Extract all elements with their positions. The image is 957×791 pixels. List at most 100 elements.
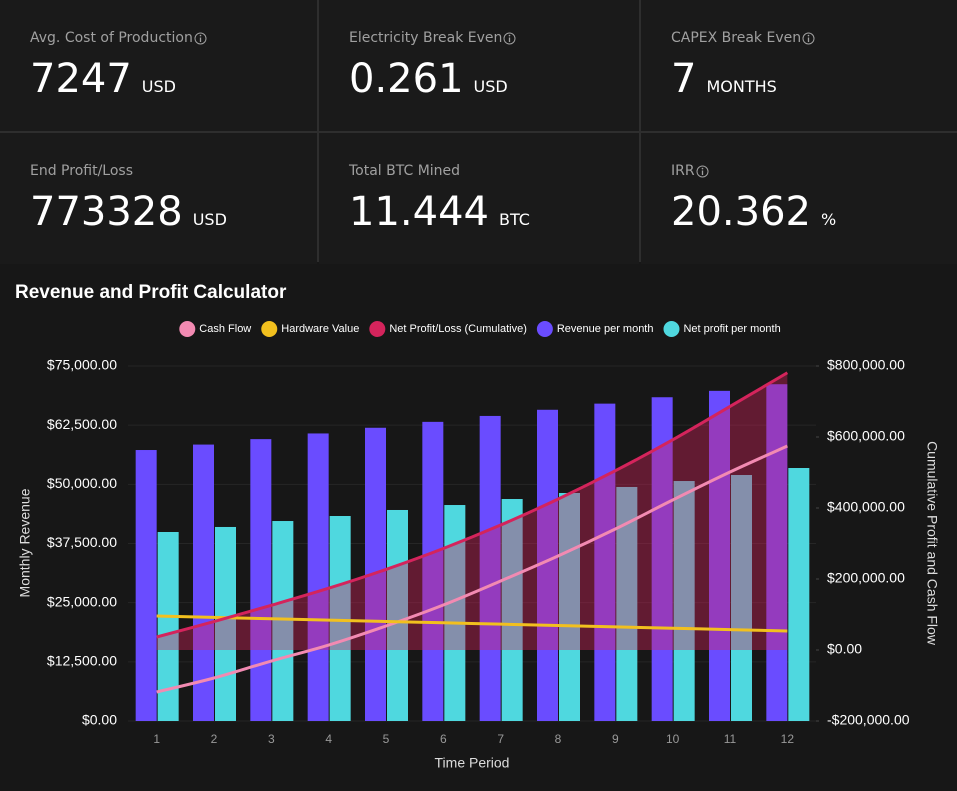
stat-card: End Profit/Loss 773328 USD	[0, 133, 317, 264]
line	[156, 614, 788, 633]
x-tick-label: 7	[497, 732, 504, 746]
stat-value: 7247 USD	[30, 56, 176, 102]
stat-unit: BTC	[498, 210, 530, 229]
x-tick-label: 12	[781, 732, 795, 746]
legend-swatch	[179, 321, 196, 337]
y2-tick-label: $600,000.00	[827, 428, 905, 444]
stat-label: IRR	[671, 163, 709, 179]
y-tick-label: $12,500.00	[47, 653, 117, 669]
stat-unit: MONTHS	[706, 77, 777, 96]
stat-label-text: IRR	[671, 163, 695, 179]
legend-swatch	[536, 321, 553, 337]
y2-tick-label: $0.00	[827, 641, 862, 657]
y-axis-title: Monthly Revenue	[17, 488, 33, 597]
x-tick-label: 4	[325, 732, 332, 746]
stat-value: 7 MONTHS	[671, 56, 777, 102]
stat-label-text: Total BTC Mined	[349, 163, 461, 179]
stat-unit: USD	[141, 77, 176, 96]
x-tick-label: 8	[555, 732, 562, 746]
legend: Cash Flow Hardware Value Net Profit/Loss (…	[179, 321, 781, 337]
stat-label: Electricity Break Even	[349, 30, 516, 46]
info-icon[interactable]	[503, 32, 516, 45]
stat-unit: %	[820, 210, 837, 229]
info-icon[interactable]	[802, 32, 815, 45]
stat-number: 7247	[30, 56, 132, 102]
stat-unit: USD	[192, 210, 227, 229]
stat-number: 773328	[30, 189, 183, 235]
line	[156, 371, 789, 639]
bar	[193, 444, 214, 721]
bar	[135, 450, 157, 721]
legend-label: Net profit per month	[683, 323, 780, 335]
bar	[731, 475, 752, 721]
y-tick-label: $0.00	[82, 712, 117, 728]
stat-card: Electricity Break Even 0.261 USD	[319, 0, 639, 131]
stat-label: End Profit/Loss	[30, 163, 133, 179]
stat-number: 20.362	[671, 189, 811, 235]
y-tick-label: $37,500.00	[47, 534, 117, 550]
stat-card: Total BTC Mined 11.444 BTC	[319, 133, 639, 264]
stat-label: CAPEX Break Even	[671, 30, 815, 46]
bar	[673, 481, 695, 721]
info-icon[interactable]	[696, 165, 709, 178]
x-tick-label: 10	[666, 732, 680, 746]
legend-swatch	[261, 321, 278, 337]
bar	[479, 415, 501, 721]
stat-label: Total BTC Mined	[349, 163, 460, 179]
line	[156, 444, 788, 694]
bar	[422, 421, 444, 721]
stat-value: 0.261 USD	[349, 56, 508, 102]
stat-label-text: Electricity Break Even	[349, 30, 503, 46]
bar	[788, 468, 810, 721]
x-tick-label: 5	[383, 732, 390, 746]
stat-card: IRR 20.362%	[641, 133, 957, 264]
stat-unit: USD	[473, 77, 508, 96]
bar	[444, 505, 466, 721]
y2-axis-title: Cumulative Profit and Cash Flow	[924, 441, 940, 646]
stat-label: Avg. Cost of Production	[30, 30, 207, 46]
stat-number: 0.261	[349, 56, 464, 102]
x-tick-label: 2	[211, 732, 218, 746]
stat-number: 7	[671, 56, 697, 102]
x-tick-label: 6	[440, 732, 447, 746]
y2-tick-label: $200,000.00	[827, 570, 905, 586]
stat-label-text: Avg. Cost of Production	[30, 30, 193, 46]
y2-tick-label: $400,000.00	[827, 499, 905, 515]
x-tick-label: 1	[153, 732, 160, 746]
stat-card: CAPEX Break Even 7 MONTHS	[641, 0, 957, 131]
legend-label: Net Profit/Loss (Cumulative)	[389, 323, 527, 335]
y2-tick-label: -$200,000.00	[827, 712, 910, 728]
stat-card: Avg. Cost of Production 7247 USD	[0, 0, 317, 131]
bar	[616, 486, 638, 721]
stat-value: 773328 USD	[30, 189, 227, 235]
legend-label: Hardware Value	[281, 323, 359, 335]
stat-value: 11.444 BTC	[349, 189, 530, 235]
legend-label: Cash Flow	[199, 323, 251, 335]
stat-number: 11.444	[349, 189, 489, 235]
x-axis-title: Time Period	[435, 755, 510, 771]
chart: Revenue and Profit Calculator Time Perio…	[15, 282, 940, 771]
bar	[501, 499, 523, 721]
bar	[157, 531, 179, 721]
y2-tick-label: $800,000.00	[827, 357, 905, 373]
y-tick-label: $75,000.00	[47, 357, 117, 373]
legend-swatch	[369, 321, 386, 337]
bar	[594, 403, 616, 721]
stat-label-text: End Profit/Loss	[30, 163, 133, 179]
info-icon[interactable]	[194, 32, 207, 45]
stat-value: 20.362%	[671, 189, 836, 235]
y-tick-label: $50,000.00	[47, 475, 117, 491]
bar	[329, 515, 351, 721]
legend-swatch	[663, 321, 680, 337]
stat-label-text: CAPEX Break Even	[671, 30, 802, 46]
y-tick-label: $62,500.00	[47, 416, 117, 432]
x-tick-label: 9	[612, 732, 619, 746]
bar	[651, 397, 673, 721]
bar	[766, 384, 788, 721]
x-tick-label: 11	[724, 732, 737, 746]
stat-cards: Avg. Cost of Production 7247 USD Electricit…	[0, 0, 957, 264]
area	[156, 372, 788, 650]
legend-label: Revenue per month	[557, 323, 654, 335]
bar	[537, 409, 558, 721]
